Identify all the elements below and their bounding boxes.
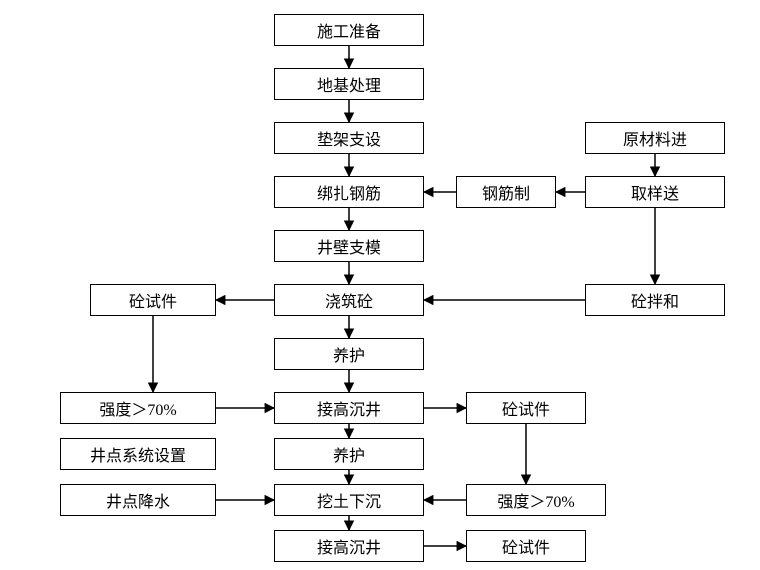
node-spec1: 砼试件: [90, 284, 216, 316]
node-wall_form: 井壁支模: [274, 230, 424, 262]
node-foundation: 地基处理: [274, 68, 424, 100]
node-prep: 施工准备: [274, 14, 424, 46]
node-spec3: 砼试件: [466, 530, 586, 562]
node-cure2: 养护: [274, 438, 424, 470]
node-sampling: 取样送: [585, 176, 725, 208]
node-frame: 垫架支设: [274, 122, 424, 154]
node-wellpoint_sys: 井点系统设置: [60, 438, 216, 470]
node-mix: 砼拌和: [585, 284, 725, 316]
node-heighten1: 接高沉井: [274, 392, 424, 424]
node-strength2: 强度＞70%: [466, 484, 606, 516]
node-heighten2: 接高沉井: [274, 530, 424, 562]
node-dig: 挖土下沉: [274, 484, 424, 516]
node-cure1: 养护: [274, 338, 424, 370]
node-strength1: 强度＞70%: [60, 392, 216, 424]
node-rebar_tie: 绑扎钢筋: [274, 176, 424, 208]
node-material: 原材料进: [585, 122, 725, 154]
node-pour: 浇筑砼: [274, 284, 424, 316]
node-rebar_make: 钢筋制: [456, 176, 556, 208]
node-spec2: 砼试件: [466, 392, 586, 424]
node-wellpoint_dew: 井点降水: [60, 484, 216, 516]
